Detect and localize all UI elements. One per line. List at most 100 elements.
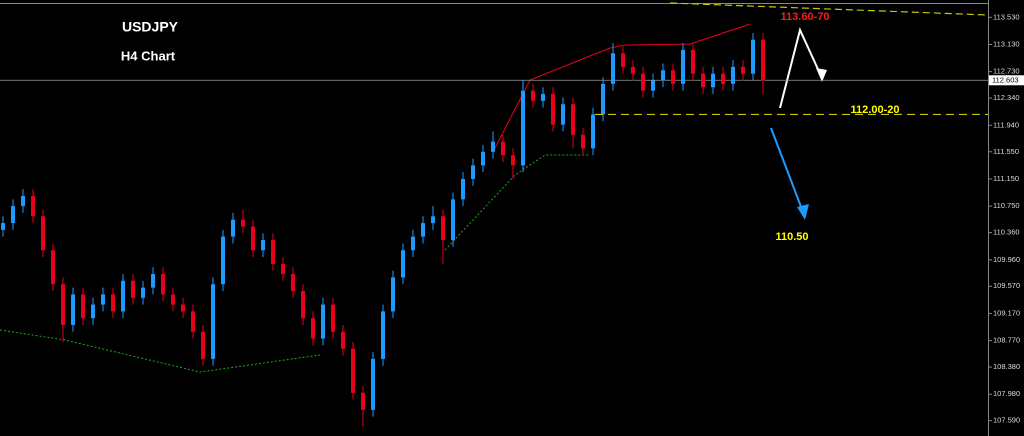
candle-body bbox=[311, 318, 315, 339]
candle-body bbox=[521, 90, 525, 166]
candle-body bbox=[561, 104, 565, 125]
candle-body bbox=[551, 94, 555, 125]
candle-body bbox=[481, 151, 485, 166]
candle-body bbox=[41, 216, 45, 251]
candle-body bbox=[631, 66, 635, 74]
candle-body bbox=[81, 294, 85, 319]
candle-body bbox=[471, 165, 475, 179]
annotation: 112.00-20 bbox=[851, 104, 900, 116]
candle-body bbox=[381, 311, 385, 359]
candle-body bbox=[571, 104, 575, 135]
candle-body bbox=[681, 49, 685, 84]
resistance-line bbox=[669, 2, 989, 16]
candle-body bbox=[491, 141, 495, 152]
candle-body bbox=[101, 294, 105, 305]
candle-body bbox=[531, 90, 535, 101]
candle-body bbox=[741, 66, 745, 74]
support-trend bbox=[444, 154, 590, 251]
candle-body bbox=[461, 178, 465, 200]
candle-body bbox=[451, 199, 455, 241]
candle-body bbox=[511, 155, 515, 166]
candle-body bbox=[711, 73, 715, 88]
candle-body bbox=[611, 53, 615, 84]
candle-body bbox=[141, 287, 145, 298]
candle-body bbox=[251, 226, 255, 251]
annotation: 113.60-70 bbox=[781, 11, 830, 23]
candle-body bbox=[91, 304, 95, 319]
candle-body bbox=[111, 294, 115, 312]
candle-body bbox=[401, 250, 405, 278]
y-tick-label: 109.170 bbox=[993, 308, 1020, 317]
y-tick-label: 111.940 bbox=[993, 120, 1019, 129]
candle-body bbox=[321, 304, 325, 339]
candle-body bbox=[541, 94, 545, 101]
candle-body bbox=[221, 236, 225, 285]
candle-body bbox=[691, 49, 695, 74]
candle-body bbox=[331, 304, 335, 332]
candle-body bbox=[671, 70, 675, 84]
y-tick-label: 108.380 bbox=[993, 362, 1020, 371]
y-tick-label: 109.960 bbox=[993, 255, 1020, 264]
chart-subtitle: H4 Chart bbox=[121, 48, 176, 63]
annotation: 110.50 bbox=[775, 231, 808, 243]
candle-body bbox=[341, 331, 345, 349]
y-tick-label: 109.570 bbox=[993, 281, 1020, 290]
candle-body bbox=[301, 291, 305, 319]
arrow-head bbox=[797, 204, 809, 220]
y-tick-label: 110.750 bbox=[993, 201, 1020, 210]
candle-body bbox=[431, 216, 435, 224]
candle-body bbox=[641, 73, 645, 91]
candle-body bbox=[391, 277, 395, 312]
candle-body bbox=[131, 280, 135, 298]
candle-body bbox=[291, 274, 295, 292]
candle-body bbox=[211, 284, 215, 359]
candle-body bbox=[351, 348, 355, 393]
support-trend bbox=[0, 329, 321, 373]
candle-body bbox=[11, 206, 15, 224]
y-tick-label: 113.530 bbox=[993, 12, 1020, 21]
candle-body bbox=[371, 358, 375, 410]
candle-body bbox=[361, 392, 365, 410]
candle-body bbox=[651, 80, 655, 91]
y-tick-label: 108.770 bbox=[993, 336, 1020, 345]
candle-body bbox=[421, 223, 425, 237]
candle-body bbox=[761, 39, 765, 81]
candle-body bbox=[701, 73, 705, 88]
candle-body bbox=[721, 73, 725, 84]
candle-body bbox=[581, 134, 585, 149]
candle-body bbox=[121, 280, 125, 312]
forecast-arrow bbox=[779, 27, 823, 109]
candle-body bbox=[71, 294, 75, 325]
candle-body bbox=[171, 294, 175, 305]
candle-body bbox=[621, 53, 625, 67]
candle-body bbox=[241, 219, 245, 227]
candle-body bbox=[151, 274, 155, 288]
candle-body bbox=[731, 66, 735, 84]
candle-body bbox=[31, 195, 35, 217]
candle-body bbox=[161, 274, 165, 295]
forecast-arrow bbox=[770, 127, 804, 213]
candle-body bbox=[281, 263, 285, 275]
candle-body bbox=[201, 331, 205, 359]
candle-body bbox=[21, 195, 25, 207]
arrow-head bbox=[816, 68, 827, 82]
candle-body bbox=[231, 219, 235, 237]
y-tick-label: 113.130 bbox=[993, 39, 1020, 48]
candle-body bbox=[181, 304, 185, 312]
candle-body bbox=[271, 240, 275, 264]
y-tick-label: 107.590 bbox=[993, 416, 1020, 425]
candle-body bbox=[501, 141, 505, 156]
candle-body bbox=[751, 39, 755, 74]
candle-body bbox=[591, 114, 595, 149]
chart-title: USDJPY bbox=[122, 19, 179, 35]
candle-body bbox=[441, 216, 445, 241]
candle-body bbox=[1, 223, 5, 230]
y-tick-label: 111.150 bbox=[993, 174, 1019, 183]
candle-body bbox=[191, 311, 195, 332]
candle-body bbox=[601, 83, 605, 115]
y-tick-label: 112.730 bbox=[993, 67, 1020, 76]
candle-body bbox=[661, 70, 665, 81]
y-tick-label: 110.360 bbox=[993, 228, 1020, 237]
